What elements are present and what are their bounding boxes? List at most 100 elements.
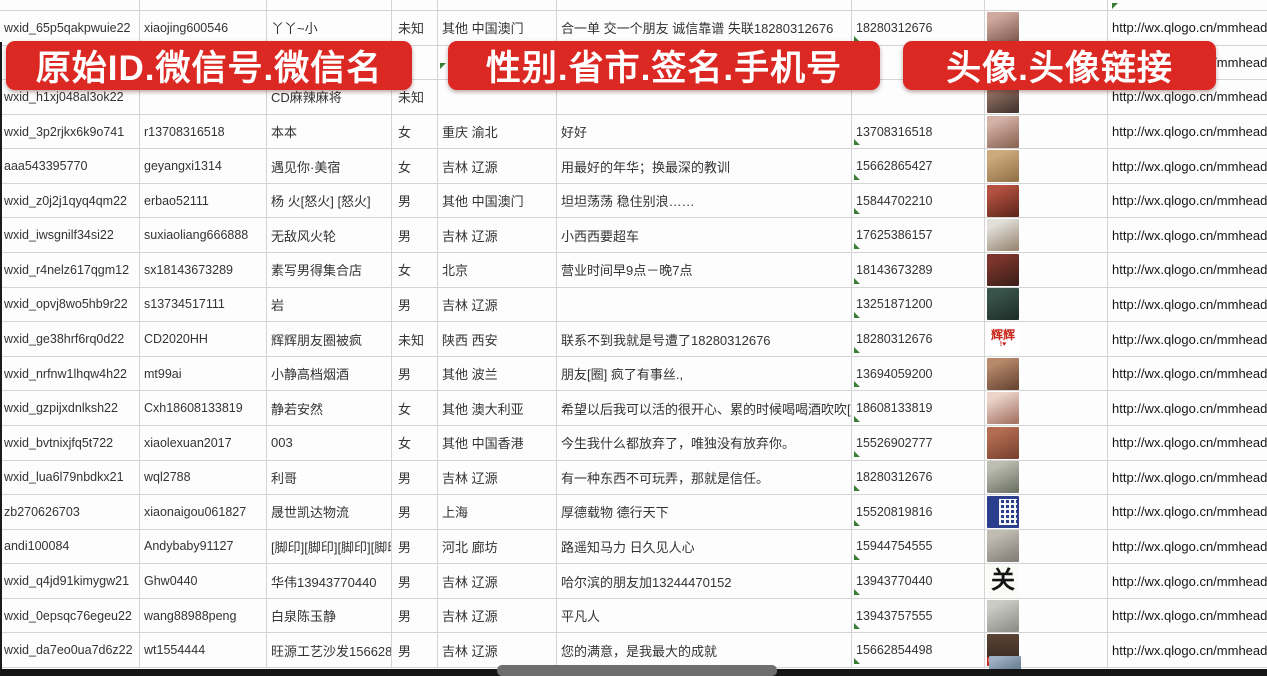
cell-wechat-id[interactable]: [140, 0, 267, 10]
cell-region[interactable]: 上海: [438, 495, 557, 529]
cell-phone[interactable]: 18608133819: [852, 391, 985, 425]
cell-wechat-name[interactable]: 003: [267, 425, 392, 460]
cell-avatar[interactable]: [985, 598, 1108, 633]
cell-gender[interactable]: [392, 45, 438, 80]
cell-avatar[interactable]: [985, 11, 1108, 45]
cell-avatar[interactable]: [985, 529, 1108, 564]
cell-signature[interactable]: 用最好的年华；换最深的教训: [557, 149, 852, 183]
cell-region[interactable]: 吉林 辽源: [438, 149, 557, 183]
avatar-image[interactable]: [987, 599, 1019, 632]
cell-region[interactable]: 吉林 辽源: [438, 564, 557, 598]
cell-gender[interactable]: 男: [392, 356, 438, 391]
cell-wechat-id[interactable]: xiaonaigou061827: [140, 495, 267, 529]
cell-gender[interactable]: 男: [392, 183, 438, 218]
cell-gender[interactable]: 女: [392, 114, 438, 149]
cell-original-id[interactable]: wxid_0epsqc76egeu22: [0, 598, 140, 633]
cell-region[interactable]: 北京: [438, 253, 557, 287]
cell-gender[interactable]: 未知: [392, 11, 438, 45]
cell-avatar-link[interactable]: http://wx.qlogo.cn/mmhead: [1112, 642, 1267, 658]
cell-phone[interactable]: 15526902777: [852, 425, 985, 460]
cell-avatar-link[interactable]: [1108, 0, 1267, 10]
cell-phone[interactable]: 15662865427: [852, 149, 985, 183]
cell-avatar[interactable]: [985, 183, 1108, 218]
cell-avatar-link[interactable]: http://wx.qlogo.cn/mmhead: [1112, 193, 1267, 209]
cell-wechat-id[interactable]: r13708316518: [140, 114, 267, 149]
cell-phone[interactable]: 15844702210: [852, 183, 985, 218]
cell-original-id[interactable]: aaa543395770: [0, 149, 140, 183]
avatar-image[interactable]: [987, 530, 1019, 563]
cell-signature[interactable]: 合一单 交一个朋友 诚信靠谱 失联18280312676: [557, 11, 852, 45]
cell-wechat-id[interactable]: Ghw0440: [140, 564, 267, 598]
cell-avatar[interactable]: [985, 0, 1108, 10]
cell-avatar[interactable]: [985, 218, 1108, 253]
avatar-image[interactable]: [987, 253, 1019, 286]
cell-avatar-link[interactable]: http://wx.qlogo.cn/mmhead: [1112, 89, 1267, 105]
cell-wechat-name[interactable]: 利哥: [267, 460, 392, 495]
cell-gender[interactable]: 男: [392, 598, 438, 633]
cell-wechat-name[interactable]: 白泉陈玉静: [267, 598, 392, 633]
cell-phone[interactable]: 13943757555: [852, 598, 985, 633]
cell-region[interactable]: 吉林 辽源: [438, 598, 557, 633]
cell-avatar-link[interactable]: http://wx.qlogo.cn/mmhead: [1112, 435, 1267, 451]
cell-signature[interactable]: [557, 0, 852, 10]
cell-gender[interactable]: 女: [392, 425, 438, 460]
cell-original-id[interactable]: andi100084: [0, 529, 140, 564]
cell-region[interactable]: 吉林 辽源: [438, 633, 557, 668]
cell-gender[interactable]: 未知: [392, 322, 438, 356]
cell-region[interactable]: 其他 中国香港: [438, 425, 557, 460]
cell-wechat-name[interactable]: 遇见你·美宿: [267, 149, 392, 183]
cell-phone[interactable]: 17625386157: [852, 218, 985, 253]
cell-gender[interactable]: 女: [392, 149, 438, 183]
cell-avatar-link[interactable]: http://wx.qlogo.cn/mmhead: [1112, 573, 1267, 589]
cell-signature[interactable]: 小西西要超车: [557, 218, 852, 253]
cell-wechat-name[interactable]: 华伟13943770440: [267, 564, 392, 598]
cell-avatar-link[interactable]: http://wx.qlogo.cn/mmhead: [1112, 538, 1267, 554]
cell-wechat-name[interactable]: 晟世凯达物流: [267, 495, 392, 529]
cell-wechat-id[interactable]: CD2020HH: [140, 322, 267, 356]
cell-avatar[interactable]: [985, 460, 1108, 495]
cell-original-id[interactable]: wxid_3p2rjkx6k9o741: [0, 114, 140, 149]
cell-phone[interactable]: [852, 80, 985, 114]
cell-region[interactable]: [438, 80, 557, 114]
cell-original-id[interactable]: wxid_bvtnixjfq5t722: [0, 425, 140, 460]
cell-wechat-id[interactable]: sx18143673289: [140, 253, 267, 287]
cell-avatar[interactable]: [985, 391, 1108, 425]
cell-wechat-name[interactable]: 杨 火[怒火] [怒火]: [267, 183, 392, 218]
cell-avatar[interactable]: [985, 149, 1108, 183]
cell-wechat-id[interactable]: wt1554444: [140, 633, 267, 668]
cell-gender[interactable]: 男: [392, 529, 438, 564]
cell-region[interactable]: 其他 澳大利亚: [438, 391, 557, 425]
avatar-image[interactable]: [987, 392, 1019, 425]
avatar-image[interactable]: 关: [987, 565, 1019, 598]
cell-signature[interactable]: 朋友[圈] 疯了有事丝.,: [557, 356, 852, 391]
cell-avatar[interactable]: [985, 253, 1108, 287]
cell-original-id[interactable]: wxid_r4nelz617qgm12: [0, 253, 140, 287]
cell-original-id[interactable]: wxid_z0j2j1qyq4qm22: [0, 183, 140, 218]
cell-wechat-id[interactable]: Andybaby91127: [140, 529, 267, 564]
cell-wechat-id[interactable]: geyangxi1314: [140, 149, 267, 183]
cell-avatar-link[interactable]: http://wx.qlogo.cn/mmhead: [1112, 20, 1267, 36]
cell-wechat-name[interactable]: CD麻辣麻将: [267, 80, 392, 114]
cell-wechat-id[interactable]: erbao52111: [140, 183, 267, 218]
cell-wechat-name[interactable]: 静若安然: [267, 391, 392, 425]
cell-gender[interactable]: 男: [392, 633, 438, 668]
cell-original-id[interactable]: wxid_65p5qakpwuie22: [0, 11, 140, 45]
cell-avatar[interactable]: [985, 356, 1108, 391]
cell-signature[interactable]: 有一种东西不可玩弄，那就是信任。: [557, 460, 852, 495]
cell-wechat-name[interactable]: [267, 0, 392, 10]
cell-region[interactable]: 吉林 辽源: [438, 218, 557, 253]
avatar-image[interactable]: [987, 150, 1019, 183]
cell-phone[interactable]: 18280312676: [852, 460, 985, 495]
cell-phone[interactable]: 13251871200: [852, 287, 985, 322]
cell-wechat-id[interactable]: xiaolexuan2017: [140, 425, 267, 460]
cell-signature[interactable]: 您的满意，是我最大的成就: [557, 633, 852, 668]
cell-wechat-name[interactable]: 旺源工艺沙发15662854: [267, 633, 392, 668]
cell-signature[interactable]: 哈尔滨的朋友加13244470152: [557, 564, 852, 598]
avatar-image[interactable]: [987, 11, 1019, 44]
cell-signature[interactable]: [557, 80, 852, 114]
cell-avatar[interactable]: 关: [985, 564, 1108, 598]
cell-original-id[interactable]: wxid_lua6l79nbdkx21: [0, 460, 140, 495]
cell-wechat-id[interactable]: [140, 80, 267, 114]
cell-phone[interactable]: 15944754555: [852, 529, 985, 564]
cell-region[interactable]: 吉林 辽源: [438, 287, 557, 322]
